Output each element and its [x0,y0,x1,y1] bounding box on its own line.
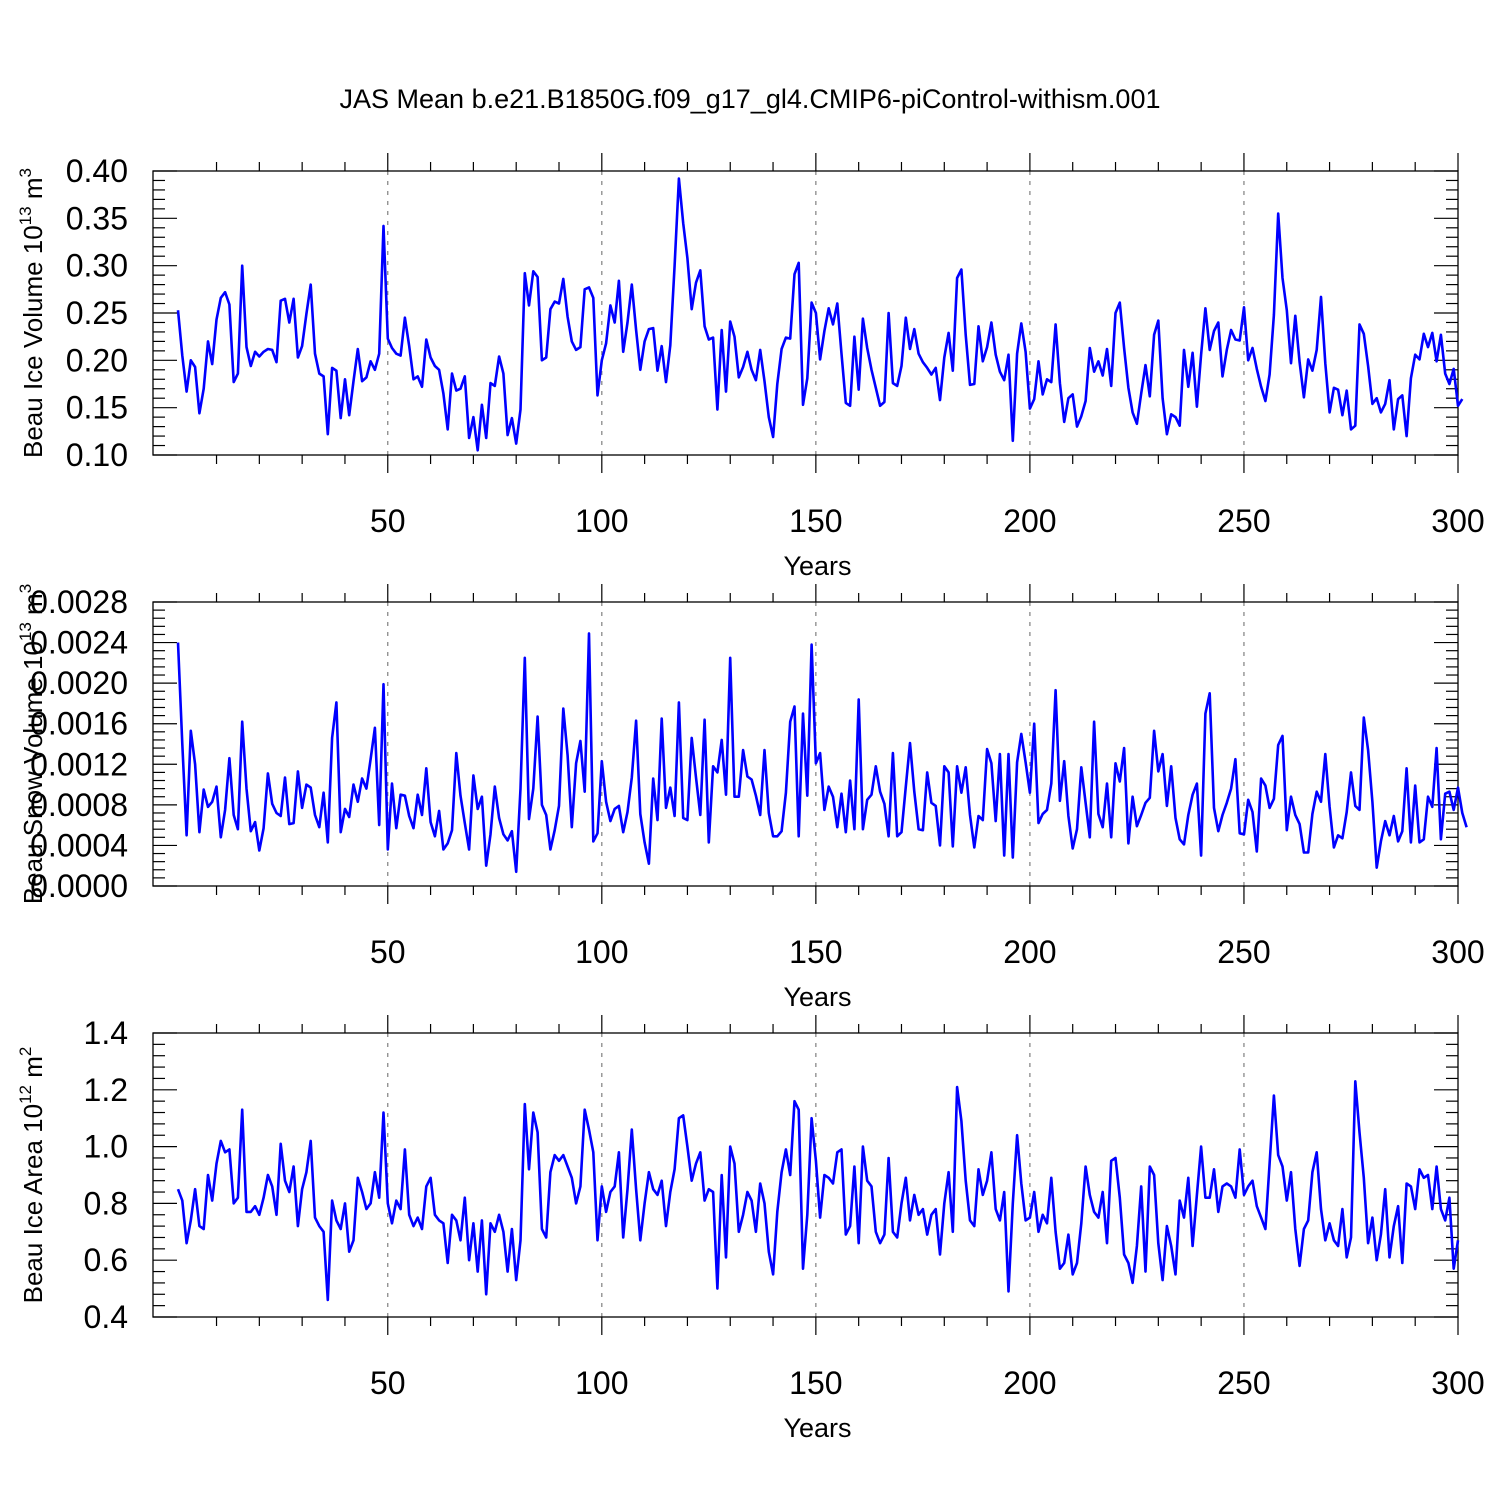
x-axis-label: Years [783,551,851,581]
y-tick-label: 0.0000 [30,868,128,904]
y-axis-label-superscript: 13 [16,206,35,225]
chart-panel-2: 0.0000 0.0004 0.0008 0.0012 0.0016 0.0020 0.00… [16,584,1485,1012]
y-axis-label-superscript: 2 [16,1047,35,1056]
y-axis-label-text: m [18,593,48,622]
x-axis-label: Years [783,1413,851,1443]
x-tick-label: 200 [1003,1365,1056,1401]
x-axis-label: Years [783,982,851,1012]
y-axis-label-superscript: 3 [16,168,35,177]
y-axis-label-superscript: 13 [16,622,35,641]
x-tick-label: 150 [789,1365,842,1401]
y-tick-label: 0.0024 [30,625,128,661]
y-axis-label-superscript: 12 [16,1085,35,1104]
y-tick-label: 0.4 [84,1299,128,1335]
y-axis-label: Beau Snow Volume 1013 m3 [16,584,48,904]
panels: 0.10 0.15 0.20 0.25 0.30 0.35 0.40 50 100 150 200 2… [16,153,1485,1443]
plot-frame [152,601,1459,887]
y-tick-label: 0.0016 [30,706,128,742]
y-tick-label: 0.15 [66,390,128,426]
y-axis-label: Beau Ice Area 1012 m2 [16,1047,48,1304]
data-series-line [176,632,1468,874]
x-tick-label: 300 [1431,1365,1484,1401]
y-tick-label: 0.35 [66,200,128,236]
y-axis-label-text: m [18,177,48,206]
x-tick-label: 100 [575,503,628,539]
data-series-line [176,1080,1460,1302]
y-axis-label-text: Beau Ice Area 10 [18,1104,48,1303]
x-tick-label: 50 [370,1365,406,1401]
y-tick-label: 0.0028 [30,584,128,620]
x-tick-label: 250 [1217,1365,1270,1401]
y-tick-label: 0.25 [66,295,128,331]
data-series-line [176,177,1464,452]
y-tick-label: 1.2 [84,1072,128,1108]
plot-frame [152,1032,1459,1318]
y-axis-label-text: Beau Snow Volume 10 [18,641,48,904]
y-tick-label: 1.0 [84,1129,128,1165]
y-tick-label: 0.40 [66,153,128,189]
y-tick-label: 0.30 [66,248,128,284]
x-tick-label: 250 [1217,934,1270,970]
y-tick-label: 0.20 [66,342,128,378]
y-tick-label: 0.0012 [30,746,128,782]
y-tick-label: 1.4 [84,1015,128,1051]
y-tick-label: 0.0020 [30,665,128,701]
y-tick-label: 0.10 [66,437,128,473]
y-axis-label-text: Beau Ice Volume 10 [18,225,48,458]
x-tick-label: 300 [1431,503,1484,539]
chart-panel-1: 0.10 0.15 0.20 0.25 0.30 0.35 0.40 50 100 150 200 2… [16,153,1485,581]
x-tick-label: 200 [1003,503,1056,539]
y-tick-label: 0.8 [84,1185,128,1221]
x-tick-label: 50 [370,503,406,539]
x-tick-label: 100 [575,934,628,970]
x-tick-label: 100 [575,1365,628,1401]
x-tick-label: 250 [1217,503,1270,539]
y-tick-label: 0.6 [84,1242,128,1278]
y-tick-label: 0.0004 [30,827,128,863]
x-tick-label: 150 [789,503,842,539]
x-tick-label: 300 [1431,934,1484,970]
y-axis-label-superscript: 3 [16,584,35,593]
x-tick-label: 150 [789,934,842,970]
chart-panel-3: 0.4 0.6 0.8 1.0 1.2 1.4 50 100 150 200 250 300 Years… [16,1015,1485,1443]
x-tick-label: 200 [1003,934,1056,970]
y-axis-label: Beau Ice Volume 1013 m3 [16,168,48,458]
figure-title: JAS Mean b.e21.B1850G.f09_g17_gl4.CMIP6-… [340,84,1161,114]
y-axis-label-text: m [18,1056,48,1085]
x-tick-label: 50 [370,934,406,970]
y-tick-label: 0.0008 [30,787,128,823]
